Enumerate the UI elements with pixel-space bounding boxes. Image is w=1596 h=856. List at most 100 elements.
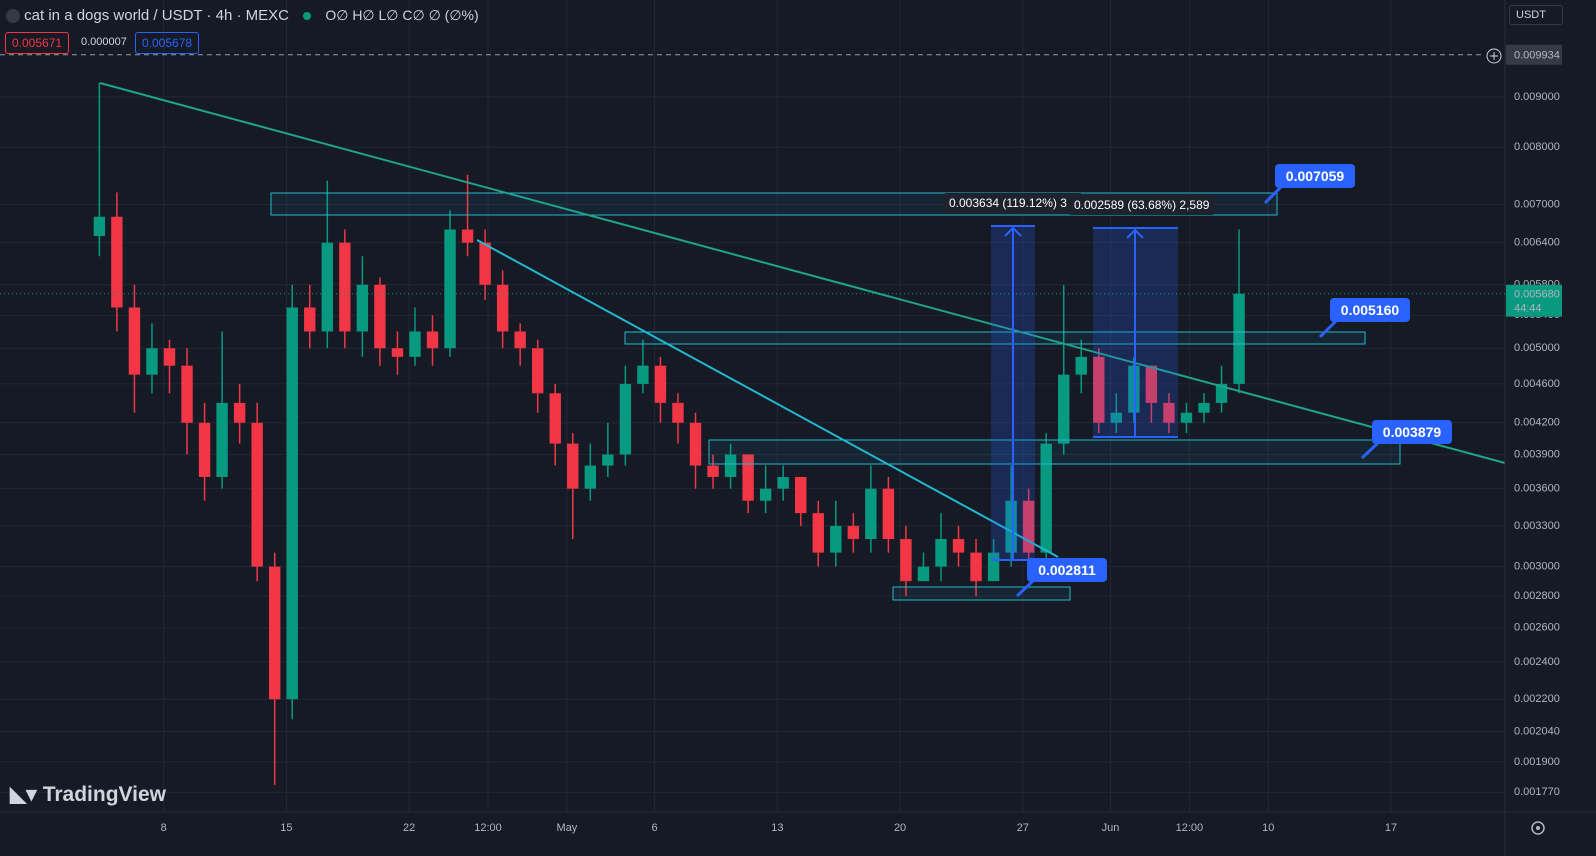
price-tag[interactable]: 0.002811: [1027, 558, 1107, 582]
candle-body: [496, 284, 509, 332]
price-tag[interactable]: 0.005160: [1330, 298, 1410, 322]
candle-body: [339, 242, 351, 332]
x-tick-label: 13: [771, 822, 783, 834]
countdown: 44:44: [1514, 303, 1542, 315]
currency[interactable]: USDT: [1509, 5, 1563, 25]
candle-body: [777, 476, 789, 489]
x-tick-label: 12:00: [1176, 822, 1204, 834]
ask[interactable]: 0.005678: [135, 32, 200, 54]
candle-body: [1058, 374, 1070, 444]
candle-body: [181, 365, 193, 423]
logo: ◣▾ TradingView: [10, 783, 167, 806]
candle-body: [146, 348, 158, 375]
candle-body: [567, 443, 579, 489]
candle-body: [637, 365, 649, 384]
candle-body: [847, 525, 860, 540]
y-tick-label: 0.002400: [1514, 656, 1560, 668]
y-tick-label: 0.002800: [1514, 590, 1560, 602]
candle-body: [602, 454, 614, 466]
candle-body: [356, 284, 369, 332]
candle-body: [304, 307, 316, 332]
measure-arrow: [1004, 226, 1022, 560]
candle-body: [198, 422, 211, 477]
candle-body: [426, 331, 439, 349]
candle-body: [391, 348, 404, 357]
x-tick-label: 8: [161, 822, 167, 834]
trendline: [99, 82, 1506, 464]
candle-body: [409, 331, 421, 357]
x-tick-label: 22: [403, 822, 415, 834]
candle-body: [1145, 365, 1158, 403]
y-tick-label: 0.008000: [1514, 141, 1560, 153]
x-tick-label: May: [557, 822, 578, 834]
zone: [708, 439, 1401, 465]
y-tick-label: 0.003300: [1514, 520, 1560, 532]
price-tag[interactable]: 0.007059: [1275, 164, 1355, 188]
candle-body: [1022, 500, 1035, 553]
zone: [892, 586, 1071, 601]
candle-body: [1233, 293, 1245, 384]
measure-arrow: [1126, 228, 1144, 437]
y-tick-label: 0.002040: [1514, 725, 1560, 737]
tag-pointer: [1360, 440, 1381, 460]
candle-body: [584, 465, 597, 489]
candle-body: [374, 284, 386, 349]
tag-pointer: [1015, 578, 1036, 598]
x-tick-label: 20: [894, 822, 906, 834]
candle-body: [233, 402, 246, 423]
candle-body: [1198, 402, 1210, 413]
candle-body: [935, 539, 947, 567]
settings-icon[interactable]: [1531, 821, 1545, 835]
crosshair-label: 0.009934: [1514, 50, 1560, 62]
candle-body: [1040, 443, 1052, 553]
candle-body: [269, 566, 281, 700]
symbol-bar: cat in a dogs world / USDT · 4h · MEXC O…: [6, 7, 479, 24]
candle-body: [900, 539, 912, 582]
candle-body: [1128, 365, 1140, 413]
candle-body: [1180, 412, 1193, 423]
measure-label: 0.003634 (119.12%) 3,6: [943, 193, 1083, 213]
x-tick-label: 12:00: [474, 822, 502, 834]
candle-body: [111, 216, 123, 308]
candle-body: [163, 348, 176, 366]
candle-body: [532, 348, 544, 394]
symbol[interactable]: cat in a dogs world / USDT · 4h · MEXC: [24, 7, 289, 24]
candle-body: [952, 539, 965, 553]
y-tick-label: 0.004600: [1514, 378, 1560, 390]
candle-body: [93, 216, 106, 237]
status-dot: [303, 12, 312, 21]
candle-body: [1093, 356, 1105, 423]
tag-pointer: [1263, 184, 1284, 205]
candle-body: [286, 307, 298, 700]
add-button[interactable]: [1486, 48, 1502, 64]
candle-body: [654, 365, 667, 403]
logo-text: TradingView: [42, 783, 167, 806]
candle-body: [1215, 383, 1228, 403]
y-tick-label: 0.006400: [1514, 237, 1560, 249]
spread: 0.000007: [81, 36, 127, 48]
y-tick-label: 0.009000: [1514, 91, 1560, 103]
candles: [93, 82, 1245, 786]
candle-body: [619, 383, 632, 455]
x-tick-label: 10: [1262, 822, 1274, 834]
bid[interactable]: 0.005671: [5, 32, 70, 54]
candle-body: [461, 229, 474, 243]
ohlc: O∅ H∅ L∅ C∅ ∅ (∅%): [325, 7, 479, 23]
grid: [0, 0, 1505, 812]
price-tag[interactable]: 0.003879: [1372, 420, 1452, 444]
x-tick-label: 15: [280, 822, 292, 834]
x-tick-label: 27: [1017, 822, 1029, 834]
symbol-icon: [6, 9, 20, 24]
candle-body: [742, 454, 754, 501]
candle-body: [795, 476, 807, 514]
y-tick-label: 0.003600: [1514, 483, 1560, 495]
x-tick-label: 6: [652, 822, 658, 834]
candle-body: [882, 488, 895, 540]
candle-body: [251, 422, 263, 567]
y-tick-label: 0.005000: [1514, 342, 1560, 354]
y-tick-label: 0.003900: [1514, 448, 1560, 460]
measure-label: 0.002589 (63.68%) 2,589: [1068, 195, 1216, 215]
candle-body: [128, 307, 141, 375]
